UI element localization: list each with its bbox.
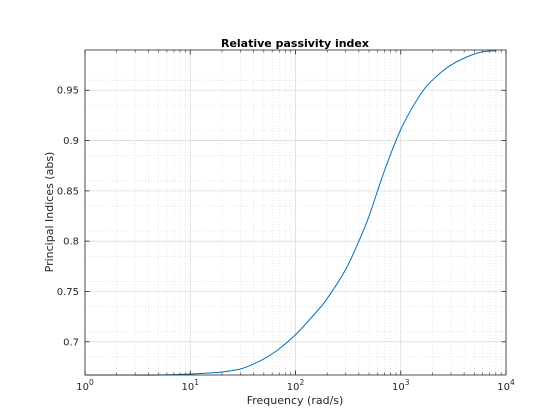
- x-tick-label: 104: [497, 378, 515, 393]
- y-tick-labels: 0.7 0.75 0.8 0.85 0.9 0.95: [57, 86, 79, 349]
- chart-title: Relative passivity index: [221, 37, 369, 50]
- x-tick-label: 102: [287, 378, 305, 393]
- y-tick-label: 0.75: [57, 287, 79, 298]
- x-axis-label: Frequency (rad/s): [247, 394, 344, 407]
- x-tick-label: 103: [392, 378, 410, 393]
- y-tick-label: 0.7: [63, 337, 79, 348]
- series-line: [85, 50, 496, 376]
- y-axis-label: Principal Indices (abs): [43, 152, 56, 273]
- x-tick-label: 101: [181, 378, 199, 393]
- y-tick-label: 0.95: [57, 86, 79, 97]
- y-tick-label: 0.8: [63, 237, 79, 248]
- x-tick-labels: 100 101 102 103 104: [76, 378, 515, 393]
- y-tick-label: 0.85: [57, 186, 79, 197]
- ticks: [84, 50, 507, 375]
- x-tick-label: 100: [76, 378, 94, 393]
- major-grid: [84, 50, 507, 375]
- y-tick-label: 0.9: [63, 136, 79, 147]
- series-layer: [85, 50, 496, 376]
